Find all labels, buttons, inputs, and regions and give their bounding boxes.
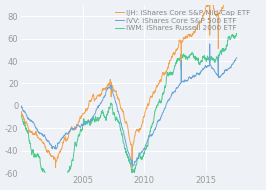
IJH: iShares Core S&P Mid-Cap ETF: (2.01e+03, 20): iShares Core S&P Mid-Cap ETF: (2.01e+03,… [107,82,110,85]
IVV: iShares Core S&P 500 ETF: (2.01e+03, 27.5): iShares Core S&P 500 ETF: (2.01e+03, 27.… [192,74,195,76]
IWM: iShares Russell 2000 ETF: (2e+03, -57.8): iShares Russell 2000 ETF: (2e+03, -57.8) [42,170,45,172]
IJH: iShares Core S&P Mid-Cap ETF: (2.01e+03, 64.8): iShares Core S&P Mid-Cap ETF: (2.01e+03,… [192,32,195,34]
IWM: iShares Russell 2000 ETF: (2.01e+03, 42.7): iShares Russell 2000 ETF: (2.01e+03, 42.… [188,57,191,59]
IVV: iShares Core S&P 500 ETF: (2.01e+03, 25.4): iShares Core S&P 500 ETF: (2.01e+03, 25.… [188,76,191,78]
IWM: iShares Russell 2000 ETF: (2.02e+03, 64.3): iShares Russell 2000 ETF: (2.02e+03, 64.… [235,32,238,35]
IVV: iShares Core S&P 500 ETF: (2.01e+03, 16.8): iShares Core S&P 500 ETF: (2.01e+03, 16.… [107,86,110,88]
IJH: iShares Core S&P Mid-Cap ETF: (2.01e+03, 11.3): iShares Core S&P Mid-Cap ETF: (2.01e+03,… [115,92,118,94]
IVV: iShares Core S&P 500 ETF: (2e+03, -26.8): iShares Core S&P 500 ETF: (2e+03, -26.8) [42,135,45,137]
Line: IWM: iShares Russell 2000 ETF: IWM: iShares Russell 2000 ETF [21,33,237,190]
IVV: iShares Core S&P 500 ETF: (2.01e+03, -53.4): iShares Core S&P 500 ETF: (2.01e+03, -53… [132,165,135,167]
IVV: iShares Core S&P 500 ETF: (2.01e+03, 2.26): iShares Core S&P 500 ETF: (2.01e+03, 2.2… [115,102,118,105]
Line: IJH: iShares Core S&P Mid-Cap ETF: IJH: iShares Core S&P Mid-Cap ETF [21,0,237,168]
IJH: iShares Core S&P Mid-Cap ETF: (2e+03, -5): iShares Core S&P Mid-Cap ETF: (2e+03, -5… [20,110,23,113]
IWM: iShares Russell 2000 ETF: (2.01e+03, 29.5): iShares Russell 2000 ETF: (2.01e+03, 29.… [168,72,171,74]
IVV: iShares Core S&P 500 ETF: (2.02e+03, 42.9): iShares Core S&P 500 ETF: (2.02e+03, 42.… [235,57,238,59]
IVV: iShares Core S&P 500 ETF: (2.02e+03, 55.2): iShares Core S&P 500 ETF: (2.02e+03, 55.… [208,43,211,45]
IWM: iShares Russell 2000 ETF: (2.01e+03, -3.97): iShares Russell 2000 ETF: (2.01e+03, -3.… [107,109,110,112]
IJH: iShares Core S&P Mid-Cap ETF: (2e+03, -32.4): iShares Core S&P Mid-Cap ETF: (2e+03, -3… [42,141,45,143]
IWM: iShares Russell 2000 ETF: (2.01e+03, 44.1): iShares Russell 2000 ETF: (2.01e+03, 44.… [192,55,195,58]
IJH: iShares Core S&P Mid-Cap ETF: (2.01e+03, 39): iShares Core S&P Mid-Cap ETF: (2.01e+03,… [168,61,171,63]
IWM: iShares Russell 2000 ETF: (2.02e+03, 64.7): iShares Russell 2000 ETF: (2.02e+03, 64.… [235,32,238,34]
IWM: iShares Russell 2000 ETF: (2.01e+03, -11.5): iShares Russell 2000 ETF: (2.01e+03, -11… [115,118,118,120]
Legend: IJH: iShares Core S&P Mid-Cap ETF, IVV: iShares Core S&P 500 ETF, IWM: iShares R: IJH: iShares Core S&P Mid-Cap ETF, IVV: … [113,7,253,34]
IVV: iShares Core S&P 500 ETF: (2.01e+03, 5.88): iShares Core S&P 500 ETF: (2.01e+03, 5.8… [168,98,171,101]
IJH: iShares Core S&P Mid-Cap ETF: (2.01e+03, 62.9): iShares Core S&P Mid-Cap ETF: (2.01e+03,… [188,34,191,36]
IWM: iShares Russell 2000 ETF: (2e+03, -8): iShares Russell 2000 ETF: (2e+03, -8) [20,114,23,116]
IVV: iShares Core S&P 500 ETF: (2e+03, 0): iShares Core S&P 500 ETF: (2e+03, 0) [20,105,23,107]
Line: IVV: iShares Core S&P 500 ETF: IVV: iShares Core S&P 500 ETF [21,44,237,166]
IJH: iShares Core S&P Mid-Cap ETF: (2e+03, -55): iShares Core S&P Mid-Cap ETF: (2e+03, -5… [54,167,57,169]
